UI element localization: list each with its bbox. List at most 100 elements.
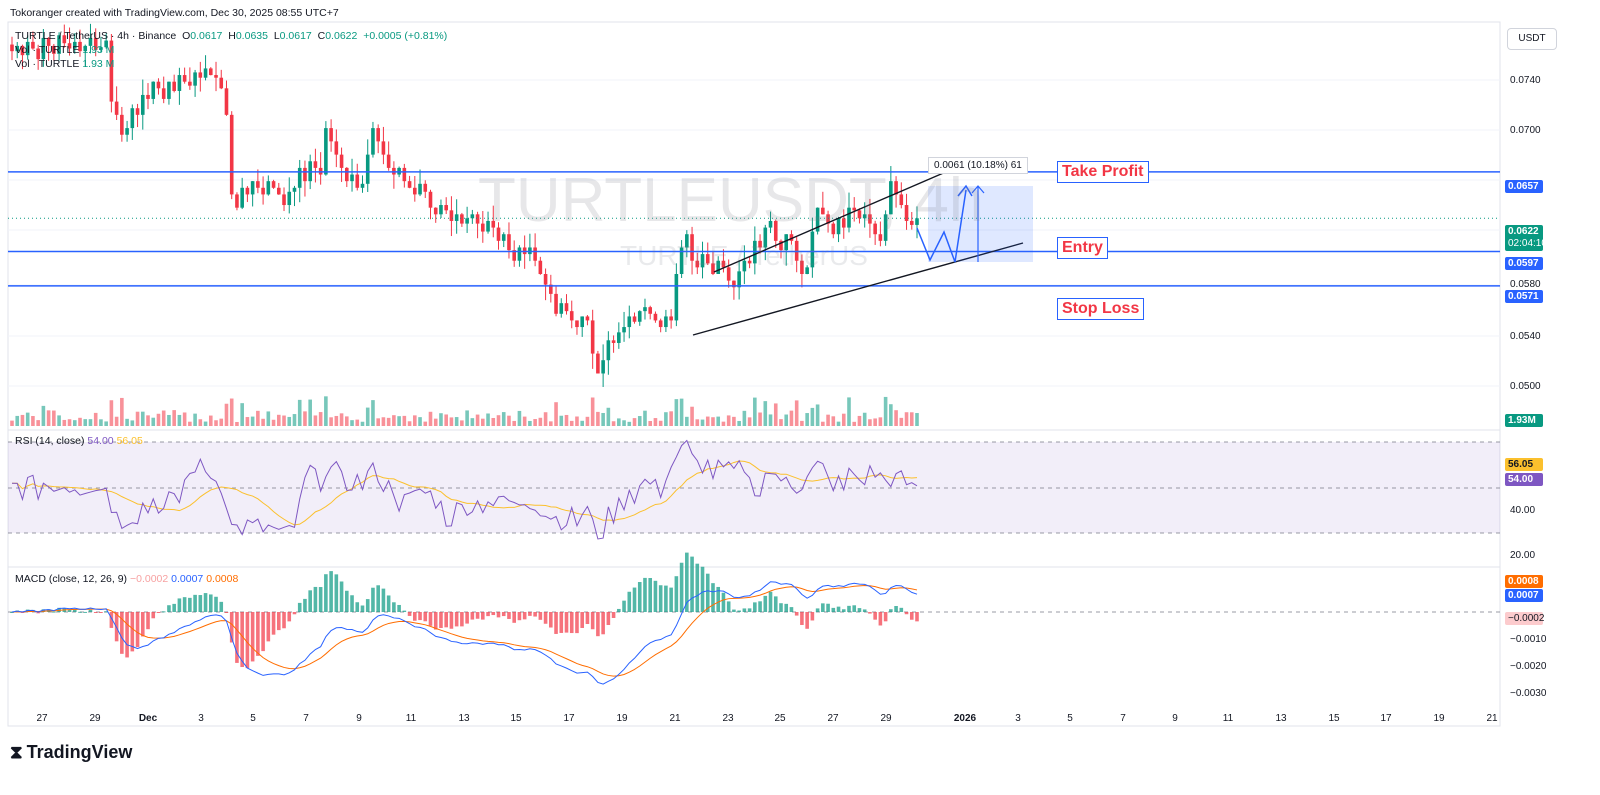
candle-body bbox=[700, 254, 705, 268]
macd-histogram-bar bbox=[250, 612, 255, 662]
volume-bar bbox=[852, 421, 857, 426]
candle-body bbox=[826, 214, 830, 224]
candle-body bbox=[465, 218, 469, 224]
candle-body bbox=[114, 101, 119, 115]
rsi-ma-tag: 56.05 bbox=[1505, 458, 1543, 471]
volume-bar bbox=[747, 417, 752, 426]
volume-bar bbox=[235, 421, 239, 426]
volume-bar bbox=[648, 421, 653, 426]
volume-bar bbox=[685, 416, 689, 426]
volume-bar bbox=[339, 413, 344, 426]
macd-histogram-bar bbox=[637, 582, 642, 612]
macd-histogram-bar bbox=[460, 612, 464, 627]
candle-body bbox=[386, 154, 391, 168]
macd-value-tag: 0.0007 bbox=[1505, 589, 1543, 602]
volume-bar bbox=[674, 399, 679, 426]
volume-bar bbox=[193, 413, 197, 426]
candle-body bbox=[376, 128, 380, 142]
time-axis-label: 17 bbox=[563, 713, 575, 724]
candle-body bbox=[664, 316, 668, 328]
volume-bar bbox=[522, 416, 527, 426]
candle-body bbox=[214, 75, 218, 78]
volume-legend-label: Vol · TURTLE bbox=[15, 58, 80, 70]
macd-histogram-bar bbox=[658, 585, 663, 612]
volume-bar bbox=[794, 400, 799, 426]
volume-legend-1[interactable]: Vol · TURTLE 1.93 M bbox=[15, 44, 114, 56]
tradingview-logo[interactable]: ⧗ TradingView bbox=[10, 742, 132, 763]
volume-bar bbox=[554, 402, 558, 426]
volume-bar bbox=[376, 418, 380, 426]
volume-bar bbox=[491, 417, 496, 426]
candle-body bbox=[36, 48, 40, 60]
macd-histogram-bar bbox=[601, 612, 605, 635]
volume-bar bbox=[742, 410, 747, 426]
macd-histogram-bar bbox=[590, 612, 595, 630]
macd-histogram-bar bbox=[726, 601, 731, 612]
take-profit-label[interactable]: Take Profit bbox=[1057, 161, 1149, 183]
macd-histogram-bar bbox=[20, 612, 25, 613]
macd-legend[interactable]: MACD (close, 12, 26, 9) −0.0002 0.0007 0… bbox=[15, 573, 238, 585]
volume-bar bbox=[287, 416, 292, 426]
macd-line bbox=[11, 581, 918, 685]
candle-body bbox=[188, 81, 192, 86]
volume-bar bbox=[737, 420, 741, 426]
candle-body bbox=[292, 187, 297, 192]
volume-bar bbox=[188, 421, 192, 426]
volume-bar bbox=[208, 415, 213, 426]
macd-histogram-bar bbox=[841, 609, 846, 612]
candle-body bbox=[46, 37, 51, 46]
volume-bar bbox=[407, 421, 412, 426]
channel-upper-line bbox=[713, 167, 956, 273]
volume-legend-value: 1.93 M bbox=[82, 44, 115, 56]
volume-bar bbox=[559, 415, 564, 426]
volume-bar bbox=[753, 397, 757, 426]
volume-bar bbox=[617, 418, 621, 426]
volume-bar bbox=[156, 413, 161, 426]
time-axis-label: 19 bbox=[616, 713, 628, 724]
volume-legend-2[interactable]: Vol · TURTLE 1.93 M bbox=[15, 58, 114, 70]
volume-bar bbox=[334, 415, 339, 426]
macd-histogram-bar bbox=[517, 612, 522, 621]
macd-histogram-bar bbox=[193, 594, 197, 612]
macd-histogram-bar bbox=[543, 612, 548, 624]
macd-histogram-bar bbox=[167, 605, 171, 612]
time-axis-label: 9 bbox=[356, 713, 362, 724]
rsi-legend[interactable]: RSI (14, close) 54.00 56.05 bbox=[15, 435, 143, 447]
candle-body bbox=[381, 141, 386, 155]
entry-label[interactable]: Entry bbox=[1057, 237, 1108, 259]
macd-histogram-bar bbox=[575, 612, 579, 634]
macd-histogram-bar bbox=[72, 609, 77, 612]
volume-bar bbox=[601, 412, 605, 426]
stop-loss-label[interactable]: Stop Loss bbox=[1057, 298, 1145, 320]
volume-bar bbox=[883, 396, 888, 426]
rsi-line bbox=[11, 439, 918, 540]
candle-body bbox=[10, 44, 14, 52]
time-axis-label: 13 bbox=[458, 713, 470, 724]
macd-histogram-bar bbox=[365, 599, 370, 612]
macd-histogram-bar bbox=[690, 556, 694, 612]
symbol-name[interactable]: TURTLE / TetherUS · 4h · Binance bbox=[15, 30, 177, 42]
candle-body bbox=[606, 340, 611, 361]
time-axis-label: 7 bbox=[1120, 713, 1126, 724]
close-label: C bbox=[317, 30, 326, 42]
candle-body bbox=[125, 128, 129, 135]
volume-bar bbox=[705, 416, 710, 426]
macd-histogram-bar bbox=[700, 566, 705, 612]
candle-body bbox=[590, 320, 595, 354]
candle-body bbox=[601, 360, 605, 374]
macd-histogram-bar bbox=[297, 602, 302, 612]
volume-bar bbox=[10, 420, 14, 426]
volume-tag: 1.93M bbox=[1505, 414, 1543, 427]
time-axis-label: 19 bbox=[1433, 713, 1445, 724]
currency-button[interactable]: USDT bbox=[1507, 28, 1557, 50]
time-axis-label: 7 bbox=[303, 713, 309, 724]
macd-histogram-bar bbox=[889, 609, 893, 612]
candle-body bbox=[627, 316, 632, 328]
macd-histogram-bar bbox=[596, 612, 600, 637]
macd-histogram-bar bbox=[271, 612, 276, 635]
candle-body bbox=[805, 267, 809, 274]
candle-body bbox=[768, 220, 773, 228]
candle-body bbox=[575, 320, 579, 328]
measure-tooltip: 0.0061 (10.18%) 61 bbox=[928, 157, 1028, 174]
